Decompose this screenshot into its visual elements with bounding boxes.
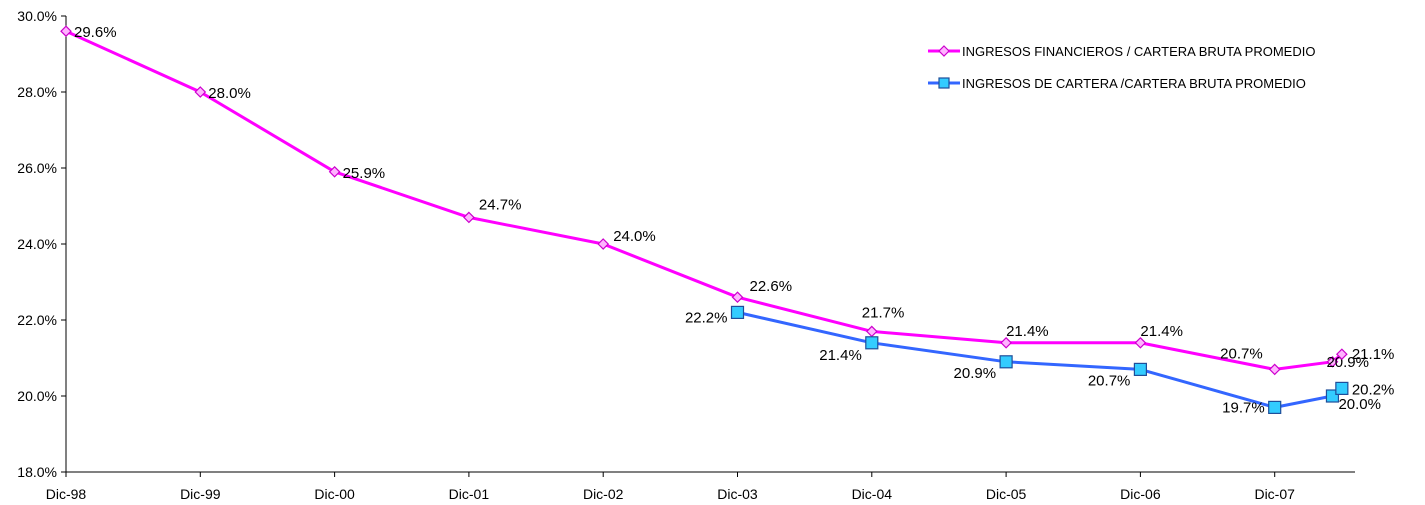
data-label: 21.4%	[1006, 323, 1049, 340]
legend-label: INGRESOS FINANCIEROS / CARTERA BRUTA PRO…	[962, 44, 1315, 59]
data-label: 19.7%	[1222, 399, 1265, 416]
data-point-diamond	[1000, 336, 1012, 349]
legend-label: INGRESOS DE CARTERA /CARTERA BRUTA PROME…	[962, 76, 1306, 91]
data-point-square	[730, 305, 745, 319]
data-point-diamond	[60, 25, 72, 38]
data-label: 22.2%	[685, 309, 728, 326]
x-tick-label: Dic-04	[852, 486, 893, 502]
data-label: 20.9%	[954, 365, 997, 382]
y-tick-label: 24.0%	[17, 236, 57, 252]
data-label: 20.9%	[1326, 354, 1369, 371]
data-point-square	[999, 355, 1013, 369]
y-tick-label: 26.0%	[17, 160, 57, 176]
data-point-square	[1335, 381, 1349, 395]
x-tick-label: Dic-05	[986, 486, 1027, 502]
x-tick-label: Dic-01	[449, 486, 490, 502]
data-label: 20.7%	[1220, 345, 1263, 362]
data-point-diamond	[194, 86, 207, 98]
chart-legend: INGRESOS FINANCIEROS / CARTERA BRUTA PRO…	[928, 44, 1315, 91]
x-tick-label: Dic-03	[717, 486, 758, 502]
x-tick-label: Dic-00	[314, 486, 355, 502]
x-tick-label: Dic-07	[1254, 486, 1295, 502]
data-point-diamond	[731, 291, 744, 304]
data-point-diamond	[1268, 363, 1281, 376]
legend-marker-square	[938, 77, 950, 89]
plot-area: 29.6% 28.0% 25.9% 24.7% 24.0% 22.6% 21.7% 21.4%…	[60, 24, 1395, 416]
data-label: 21.4%	[819, 347, 862, 364]
data-label: 20.0%	[1338, 396, 1381, 413]
data-label: 20.7%	[1088, 372, 1131, 389]
chart-axes: 18.0% 20.0% 22.0% 24.0% 26.0% 28.0% 30.0% Dic-9…	[17, 8, 1355, 502]
data-point-diamond	[328, 165, 341, 178]
data-label: 22.6%	[750, 278, 793, 295]
y-tick-label: 28.0%	[17, 84, 57, 100]
data-point-diamond	[1134, 336, 1147, 349]
x-tick-label: Dic-98	[46, 486, 87, 502]
data-point-diamond	[463, 211, 475, 224]
y-tick-label: 30.0%	[17, 8, 57, 24]
y-tick-label: 18.0%	[17, 464, 57, 480]
data-label: 21.7%	[862, 304, 905, 321]
data-label: 24.0%	[613, 228, 656, 245]
x-tick-label: Dic-02	[583, 486, 624, 502]
x-tick-label: Dic-99	[180, 486, 221, 502]
data-label: 29.6%	[74, 24, 117, 41]
data-label: 24.7%	[479, 196, 522, 213]
y-tick-label: 20.0%	[17, 388, 57, 404]
series-line	[65, 29, 1343, 371]
data-point-diamond	[1336, 348, 1348, 361]
data-label: 25.9%	[343, 165, 386, 182]
data-point-diamond	[597, 238, 610, 250]
legend-marker-diamond	[938, 45, 950, 57]
y-tick-label: 22.0%	[17, 312, 57, 328]
data-label: 28.0%	[208, 85, 251, 102]
x-tick-label: Dic-06	[1120, 486, 1161, 502]
data-point-square	[865, 336, 879, 350]
data-point-square	[1133, 362, 1148, 376]
data-point-square	[1268, 400, 1282, 414]
data-point-diamond	[1326, 355, 1339, 368]
data-label: 21.4%	[1140, 323, 1183, 340]
data-label: 21.1%	[1352, 346, 1395, 363]
data-label: 20.2%	[1352, 381, 1395, 398]
data-point-diamond	[865, 325, 878, 338]
